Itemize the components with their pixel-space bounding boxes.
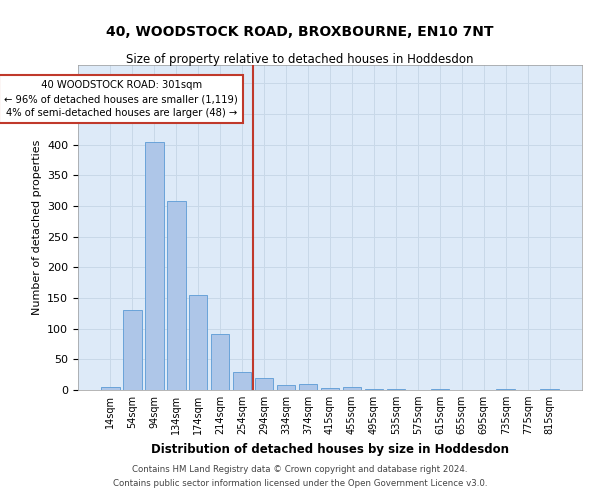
X-axis label: Distribution of detached houses by size in Hoddesdon: Distribution of detached houses by size … [151, 442, 509, 456]
Bar [343, 387, 361, 390]
Text: Size of property relative to detached houses in Hoddesdon: Size of property relative to detached ho… [126, 52, 474, 66]
Bar [277, 385, 295, 390]
Bar [255, 378, 274, 390]
Bar [233, 372, 251, 390]
Bar [167, 201, 185, 390]
Text: 40 WOODSTOCK ROAD: 301sqm  
← 96% of detached houses are smaller (1,119)
4% of s: 40 WOODSTOCK ROAD: 301sqm ← 96% of detac… [4, 80, 238, 118]
Bar [320, 388, 340, 390]
Bar [145, 142, 164, 390]
Bar [211, 334, 229, 390]
Bar [496, 389, 515, 390]
Bar [101, 387, 119, 390]
Text: Contains HM Land Registry data © Crown copyright and database right 2024.
Contai: Contains HM Land Registry data © Crown c… [113, 466, 487, 487]
Bar [189, 295, 208, 390]
Bar [299, 384, 317, 390]
Bar [123, 310, 142, 390]
Text: 40, WOODSTOCK ROAD, BROXBOURNE, EN10 7NT: 40, WOODSTOCK ROAD, BROXBOURNE, EN10 7NT [106, 25, 494, 39]
Y-axis label: Number of detached properties: Number of detached properties [32, 140, 41, 315]
